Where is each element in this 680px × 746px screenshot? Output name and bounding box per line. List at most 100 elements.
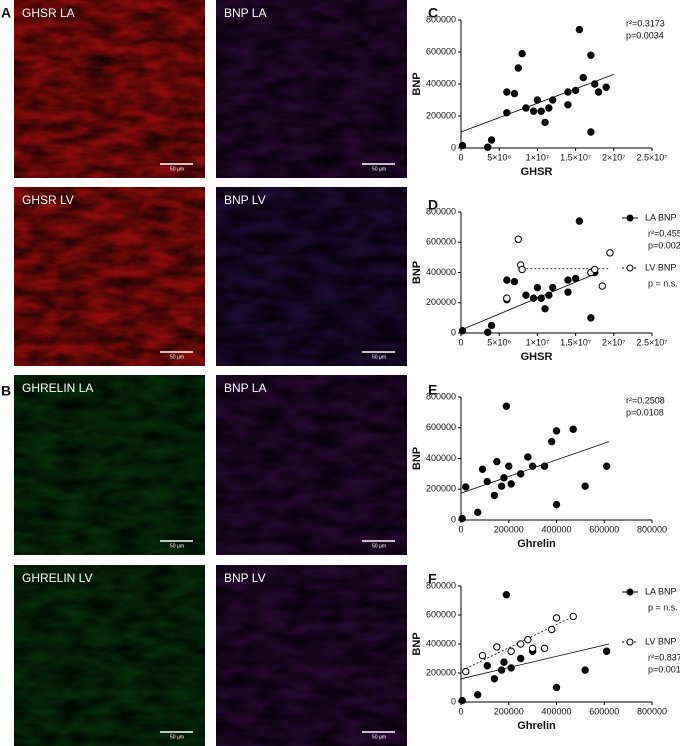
data-point [493, 457, 501, 466]
data-point [502, 402, 511, 410]
data-point [545, 291, 553, 299]
data-point [497, 666, 506, 674]
data-point [500, 658, 508, 666]
fit-line [460, 643, 610, 680]
x-tick-label: 1.5×10⁷ [560, 337, 591, 347]
data-point [528, 462, 537, 470]
data-point [484, 328, 492, 336]
data-point [529, 294, 538, 302]
data-point [548, 625, 556, 634]
x-tick-label: 0 [458, 337, 463, 347]
image-label: GHSR LA [22, 6, 75, 20]
data-point [503, 294, 511, 302]
data-point [552, 500, 561, 509]
x-tick-label: 2×10⁷ [602, 152, 626, 162]
data-point [552, 683, 561, 692]
x-tick-label: 0 [458, 706, 463, 716]
stat-annotation: p=0.0014 [648, 664, 680, 674]
data-point [575, 25, 584, 34]
panel-letter: F [428, 571, 437, 587]
data-point [503, 88, 511, 96]
panel-letter: C [428, 5, 438, 21]
data-point [571, 86, 580, 95]
data-point [541, 305, 549, 313]
x-axis-label: GHSR [521, 351, 553, 363]
image-label: GHRELIN LV [22, 571, 92, 585]
stat-annotation: p = n.s. [648, 278, 678, 288]
x-tick-label: 400000 [541, 706, 571, 716]
micrograph-texture [14, 375, 205, 555]
data-point [587, 128, 595, 136]
data-point [458, 696, 466, 705]
data-point [502, 591, 511, 599]
data-point [483, 477, 491, 486]
micrograph-texture [14, 565, 205, 746]
data-point [514, 64, 522, 72]
data-point [545, 104, 553, 112]
data-point [507, 647, 515, 655]
y-axis-label: BNP [411, 72, 423, 95]
x-axis-label: Ghrelin [517, 538, 556, 550]
image-label: BNP LV [224, 193, 266, 207]
data-point [478, 651, 487, 660]
data-point [564, 88, 572, 96]
x-tick-label: 5×10⁶ [487, 337, 511, 347]
panel-letter: B [1, 383, 11, 399]
y-tick-label: 800000 [426, 580, 456, 590]
data-point [541, 118, 549, 127]
data-point [548, 283, 557, 292]
data-point [522, 104, 530, 112]
y-tick-label: 0 [451, 327, 456, 337]
x-axis-label: GHSR [521, 166, 553, 178]
data-point [540, 462, 549, 470]
image-label: GHSR LV [22, 193, 74, 207]
data-point [510, 277, 519, 286]
data-point [462, 667, 470, 676]
scale-label: 50 µm [170, 166, 184, 172]
micrograph-texture [216, 187, 407, 366]
data-point [507, 480, 515, 488]
data-point [516, 640, 525, 648]
data-point [548, 437, 556, 446]
x-tick-label: 1×10⁷ [526, 152, 550, 162]
scale-label: 50 µm [372, 543, 386, 549]
x-axis-label: Ghrelin [517, 720, 556, 732]
data-point [487, 321, 496, 330]
x-tick-label: 1×10⁷ [526, 337, 550, 347]
x-tick-label: 5×10⁶ [487, 152, 511, 162]
y-axis-label: BNP [411, 261, 423, 284]
data-point [594, 88, 603, 96]
data-point [524, 635, 532, 644]
y-tick-label: 200000 [426, 484, 456, 494]
data-point [533, 96, 542, 104]
data-point [516, 654, 525, 663]
data-point [575, 217, 584, 225]
stat-annotation: p = n.s. [648, 602, 678, 612]
x-tick-label: 2×10⁷ [602, 337, 626, 347]
y-tick-label: 800000 [426, 206, 456, 216]
micrograph-texture [216, 565, 407, 746]
data-point [474, 691, 482, 699]
x-tick-label: 0 [458, 524, 463, 534]
legend-marker [626, 588, 634, 596]
panel-letter: E [428, 382, 437, 398]
stat-annotation: r²=0.2508 [626, 395, 665, 405]
x-tick-label: 800000 [637, 706, 667, 716]
x-tick-label: 2.5×10⁷ [636, 337, 667, 347]
legend-marker [626, 214, 634, 222]
y-tick-label: 200000 [426, 110, 456, 120]
scale-label: 50 µm [170, 354, 184, 360]
data-point [500, 474, 508, 482]
data-point [493, 643, 501, 651]
data-point [458, 514, 466, 523]
data-point [518, 265, 526, 274]
y-tick-label: 600000 [426, 422, 456, 432]
data-point [478, 465, 487, 473]
data-point [484, 143, 492, 151]
data-point [529, 107, 538, 115]
data-point [571, 274, 580, 283]
x-tick-label: 200000 [494, 524, 524, 534]
y-tick-label: 400000 [426, 78, 456, 88]
data-point [581, 482, 589, 490]
